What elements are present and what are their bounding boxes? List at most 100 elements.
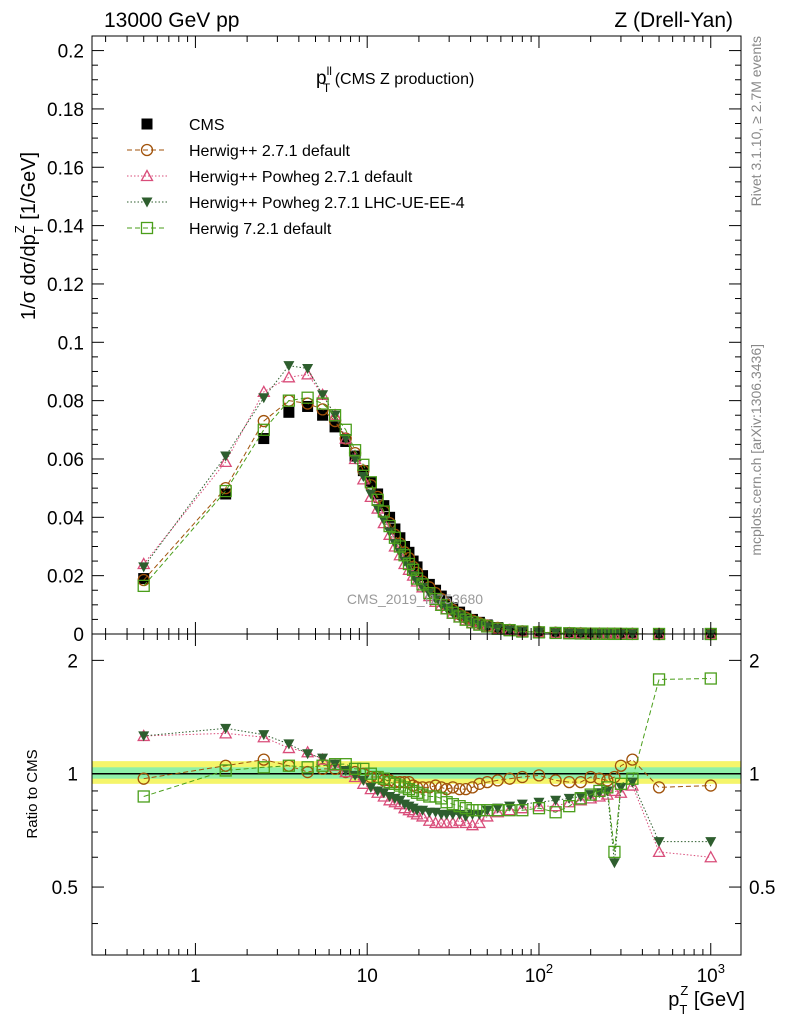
main-point-herwig72 xyxy=(393,540,407,553)
y-tick-label: 0.12 xyxy=(47,275,84,296)
y-tick-label: 0.18 xyxy=(47,100,84,121)
ratio-point-herwig72 xyxy=(393,779,407,792)
main-point-cms xyxy=(302,400,314,412)
y-tick-label: 0.02 xyxy=(47,567,84,588)
main-series-powheg_ue xyxy=(138,361,717,640)
ratio-point-powheg_ue xyxy=(492,803,504,814)
legend-label-powheg: Herwig++ Powheg 2.7.1 default xyxy=(189,169,413,186)
y-axis-title-sub: T xyxy=(31,226,46,234)
ratio-point-powheg xyxy=(315,752,330,765)
ratio-point-powheg xyxy=(584,791,598,804)
header-left: 13000 GeV pp xyxy=(104,9,239,32)
ratio-point-herwig_pp xyxy=(652,781,666,794)
ratio-point-powheg_ue xyxy=(378,788,390,799)
legend: CMS Herwig++ 2.7.1 default Herwig++ Powheg… xyxy=(127,117,465,238)
main-point-powheg xyxy=(219,455,233,468)
ratio-point-herwig_pp xyxy=(601,774,614,787)
ratio-point-powheg_ue xyxy=(357,775,369,786)
ratio-point-herwig72 xyxy=(459,802,472,815)
x-axis-title: pTZ [GeV] xyxy=(668,983,745,1017)
ratio-point-powheg xyxy=(532,799,546,812)
ratio-point-powheg_ue xyxy=(317,753,329,764)
ratio-point-powheg_ue xyxy=(283,739,295,750)
main-point-herwig72 xyxy=(137,579,150,593)
x-axis-title-sub: T xyxy=(679,1002,687,1017)
ratio-point-powheg xyxy=(422,813,436,826)
ratio-point-herwig_pp xyxy=(704,779,717,792)
ratio-point-herwig72 xyxy=(219,764,232,777)
ratio-point-herwig72 xyxy=(704,672,717,685)
ratio-point-herwig_pp xyxy=(608,770,621,784)
ratio-point-powheg_ue xyxy=(615,782,627,793)
ratio-point-powheg_ue xyxy=(608,858,620,869)
ratio-point-herwig_pp xyxy=(614,759,628,772)
ratio-point-powheg_ue xyxy=(258,730,270,741)
ratio-point-herwig72 xyxy=(406,784,420,798)
y-axis-title: 1/σ dσ/dpTZ [1/GeV] xyxy=(12,152,46,320)
ratio-point-herwig_pp xyxy=(473,777,486,790)
ratio-point-herwig72 xyxy=(402,782,416,796)
legend-label-powheg_ue: Herwig++ Powheg 2.7.1 LHC-UE-EE-4 xyxy=(189,195,465,212)
main-point-cms xyxy=(430,584,442,596)
main-point-herwig72 xyxy=(473,618,486,631)
ratio-point-herwig72 xyxy=(593,784,606,798)
ratio-point-herwig_pp xyxy=(516,770,529,784)
ratio-point-powheg xyxy=(371,785,385,798)
main-point-herwig72 xyxy=(328,409,342,422)
ratio-point-powheg xyxy=(452,813,467,826)
main-point-powheg xyxy=(393,548,407,561)
ratio-series-powheg_ue xyxy=(138,723,717,869)
ratio-point-powheg xyxy=(459,816,473,829)
ratio-point-powheg xyxy=(607,784,622,797)
ratio-point-herwig_pp xyxy=(532,769,546,782)
ratio-point-herwig_pp xyxy=(549,774,562,787)
y-tick-label: 0.08 xyxy=(47,392,84,413)
ratio-point-herwig72 xyxy=(348,762,362,776)
ratio-point-herwig72 xyxy=(137,790,150,803)
ratio-point-herwig72 xyxy=(608,845,621,859)
ratio-point-powheg xyxy=(515,801,529,814)
ratio-point-powheg xyxy=(410,807,424,820)
ratio-point-herwig72 xyxy=(398,781,411,794)
main-point-herwig72 xyxy=(282,394,296,407)
ratio-point-herwig_pp xyxy=(459,782,472,796)
ratio-point-powheg xyxy=(625,778,640,791)
ratio-point-herwig_pp xyxy=(137,772,150,785)
legend-label-cms: CMS xyxy=(189,117,225,134)
ratio-point-herwig_pp xyxy=(423,781,436,794)
main-point-herwig72 xyxy=(398,549,411,562)
y-tick-label: 0.14 xyxy=(47,217,84,238)
main-point-powheg_ue xyxy=(417,582,429,593)
ratio-point-powheg xyxy=(652,845,666,858)
ratio-point-herwig72 xyxy=(282,759,296,772)
main-point-powheg_ue xyxy=(302,364,314,375)
ratio-y-tick-label-right: 2 xyxy=(749,651,760,672)
ratio-point-powheg_ue xyxy=(365,782,377,793)
main-point-powheg_ue xyxy=(317,390,329,401)
ratio-frame xyxy=(91,633,742,956)
main-point-herwig72 xyxy=(459,613,472,626)
series-layer xyxy=(137,361,718,869)
main-point-herwig72 xyxy=(316,397,329,410)
x-axis-title-text: p xyxy=(668,989,679,1011)
ratio-bands xyxy=(92,761,741,784)
ratio-point-powheg_ue xyxy=(138,731,150,742)
main-point-herwig72 xyxy=(466,616,479,629)
ratio-y-tick-label: 1 xyxy=(67,765,78,786)
ratio-point-herwig_pp xyxy=(257,753,270,766)
x-axis-title-unit: [GeV] xyxy=(688,989,745,1011)
main-point-powheg_ue xyxy=(220,451,232,462)
main-point-cms xyxy=(138,573,150,585)
main-point-herwig72 xyxy=(549,626,562,640)
x-tick-label: 10 xyxy=(357,966,378,987)
axes-layer: 0 0.02 0.04 0.06 0.08 0.1 0.12 0.14 0.16 0.18 0.2 0… xyxy=(47,35,775,987)
ratio-y-tick-label-right: 0.5 xyxy=(749,878,775,899)
main-point-herwig72 xyxy=(348,444,362,457)
y-tick-label: 0.04 xyxy=(47,508,84,529)
ratio-point-herwig72 xyxy=(357,762,370,776)
plot-title-main: p xyxy=(316,68,327,89)
legend-item-cms: CMS xyxy=(141,117,225,134)
main-point-herwig72 xyxy=(446,606,459,619)
ratio-point-herwig72 xyxy=(532,802,546,815)
y-tick-label: 0.2 xyxy=(58,42,84,63)
